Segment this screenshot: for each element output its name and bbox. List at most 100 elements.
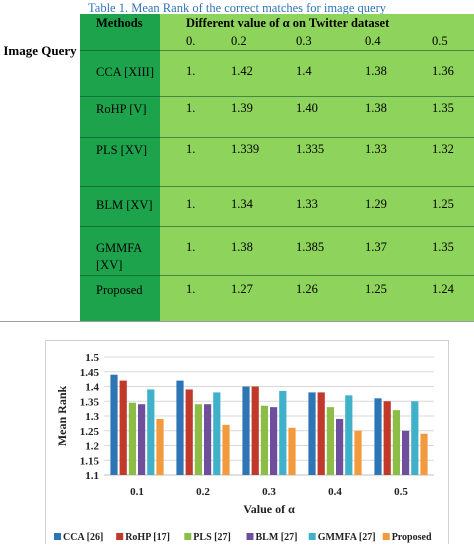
table-cell: 1.36 [432,64,454,78]
y-axis-title: Mean Rank [55,386,69,447]
bar-cca [176,380,184,475]
legend-label: PLS [27] [193,532,231,543]
bar-cca [242,386,250,475]
bar-gmmfa [411,401,419,475]
method-label: PLS [XV] [96,143,148,157]
table-cell: 1.26 [296,282,318,296]
bar-blm [336,418,344,475]
table-cell: 1. [186,240,196,254]
bar-pls [260,405,268,475]
results-table: Image Query Methods Different value of α… [0,14,474,322]
legend-label: GMMFA [27] [318,532,376,543]
legend-swatch [54,533,61,540]
table-cell: 1.25 [432,197,454,211]
table-cell: 1.38 [365,101,387,115]
table-cell: 1.33 [296,197,318,211]
y-tick-label: 1.35 [80,396,100,408]
x-tick-label: 0.1 [130,486,144,498]
y-tick-label: 1.15 [80,455,100,467]
table-cell: 1.40 [296,101,318,115]
bar-blm [402,430,410,475]
table-cell: 1.25 [365,282,387,296]
row-group-column: Image Query [0,14,81,322]
row-divider [80,275,474,276]
method-label: BLM [XV] [96,198,153,212]
bar-chart: 1.1 1.15 1.2 1.25 1.3 1.35 1.4 1.45 1.5 0.1 0.2 0.3… [45,340,449,544]
legend-label: CCA [26] [63,532,103,543]
legend-swatch [116,533,124,540]
table-cell: 1.38 [365,64,387,78]
y-tick-label: 1.5 [85,352,99,364]
legend-swatch [382,533,390,540]
bar-rohp [185,389,193,475]
method-label: CCA [XIII] [96,65,154,79]
x-tick-label: 0.4 [328,486,342,498]
bar-rohp [119,380,127,475]
table-cell: 1.38 [231,240,253,254]
y-tick-label: 1.25 [80,426,100,438]
x-axis-title: Value of α [243,502,295,516]
row-divider [80,96,474,97]
row-divider [80,50,474,51]
bar-gmmfa [213,392,221,475]
x-tick-label: 0.5 [394,486,408,498]
row-divider [80,186,474,187]
table-cell: 1.35 [432,240,454,254]
table-cell: 1.39 [231,101,253,115]
alpha-value-3: 0.4 [365,34,381,48]
method-label: RoHP [V] [96,102,147,116]
bar-blm [204,404,212,475]
bar-cca [110,374,118,475]
bar-pls [326,407,334,475]
alpha-value-0: 0. [186,34,196,48]
legend-label: BLM [27] [256,532,298,543]
bar-proposed [288,427,296,475]
y-tick-label: 1.1 [85,470,99,482]
table-cell: 1.339 [231,142,260,156]
bar-rohp [317,392,325,475]
table-caption: Table 1. Mean Rank of the correct matche… [88,1,386,15]
table-cell: 1.24 [432,282,454,296]
y-tick-label: 1.45 [80,367,100,379]
legend-label: Proposed [392,532,432,543]
row-divider [80,226,474,227]
bar-pls [128,402,136,475]
table-cell: 1. [186,282,196,296]
row-divider [80,137,474,138]
table-cell: 1.37 [365,240,387,254]
alpha-value-2: 0.3 [296,34,312,48]
values-area [160,14,474,322]
bar-rohp [251,386,259,475]
table-cell: 1.35 [432,101,454,115]
methods-header: Methods [96,16,143,30]
bar-proposed [420,433,428,475]
bar-cca [308,392,316,475]
table-cell: 1. [186,101,196,115]
x-tick-label: 0.3 [262,486,276,498]
legend-swatch [308,533,316,540]
values-header: Different value of α on Twitter dataset [186,16,390,30]
table-cell: 1.4 [296,64,312,78]
table-cell: 1.42 [231,64,253,78]
method-label: GMMFA [XV] [96,241,142,272]
table-cell: 1.34 [231,197,253,211]
table-cell: 1.29 [365,197,387,211]
table-cell: 1.32 [432,142,454,156]
table-cell: 1. [186,197,196,211]
methods-column [80,14,160,322]
table-cell: 1.385 [296,240,325,254]
y-tick-label: 1.3 [85,411,99,423]
bar-rohp [383,401,391,475]
legend-swatch [246,533,254,540]
bar-blm [138,404,146,475]
chart-svg: 1.1 1.15 1.2 1.25 1.3 1.35 1.4 1.45 1.5 0.1 0.2 0.3… [54,352,434,543]
table-cell: 1.27 [231,282,253,296]
bar-proposed [222,424,230,475]
table-cell: 1.335 [296,142,325,156]
bar-blm [270,407,278,475]
method-label: Proposed [96,283,143,297]
alpha-value-1: 0.2 [231,34,247,48]
table-cell: 1. [186,64,196,78]
table-bottom-rule [0,321,474,322]
bar-pls [194,404,202,475]
